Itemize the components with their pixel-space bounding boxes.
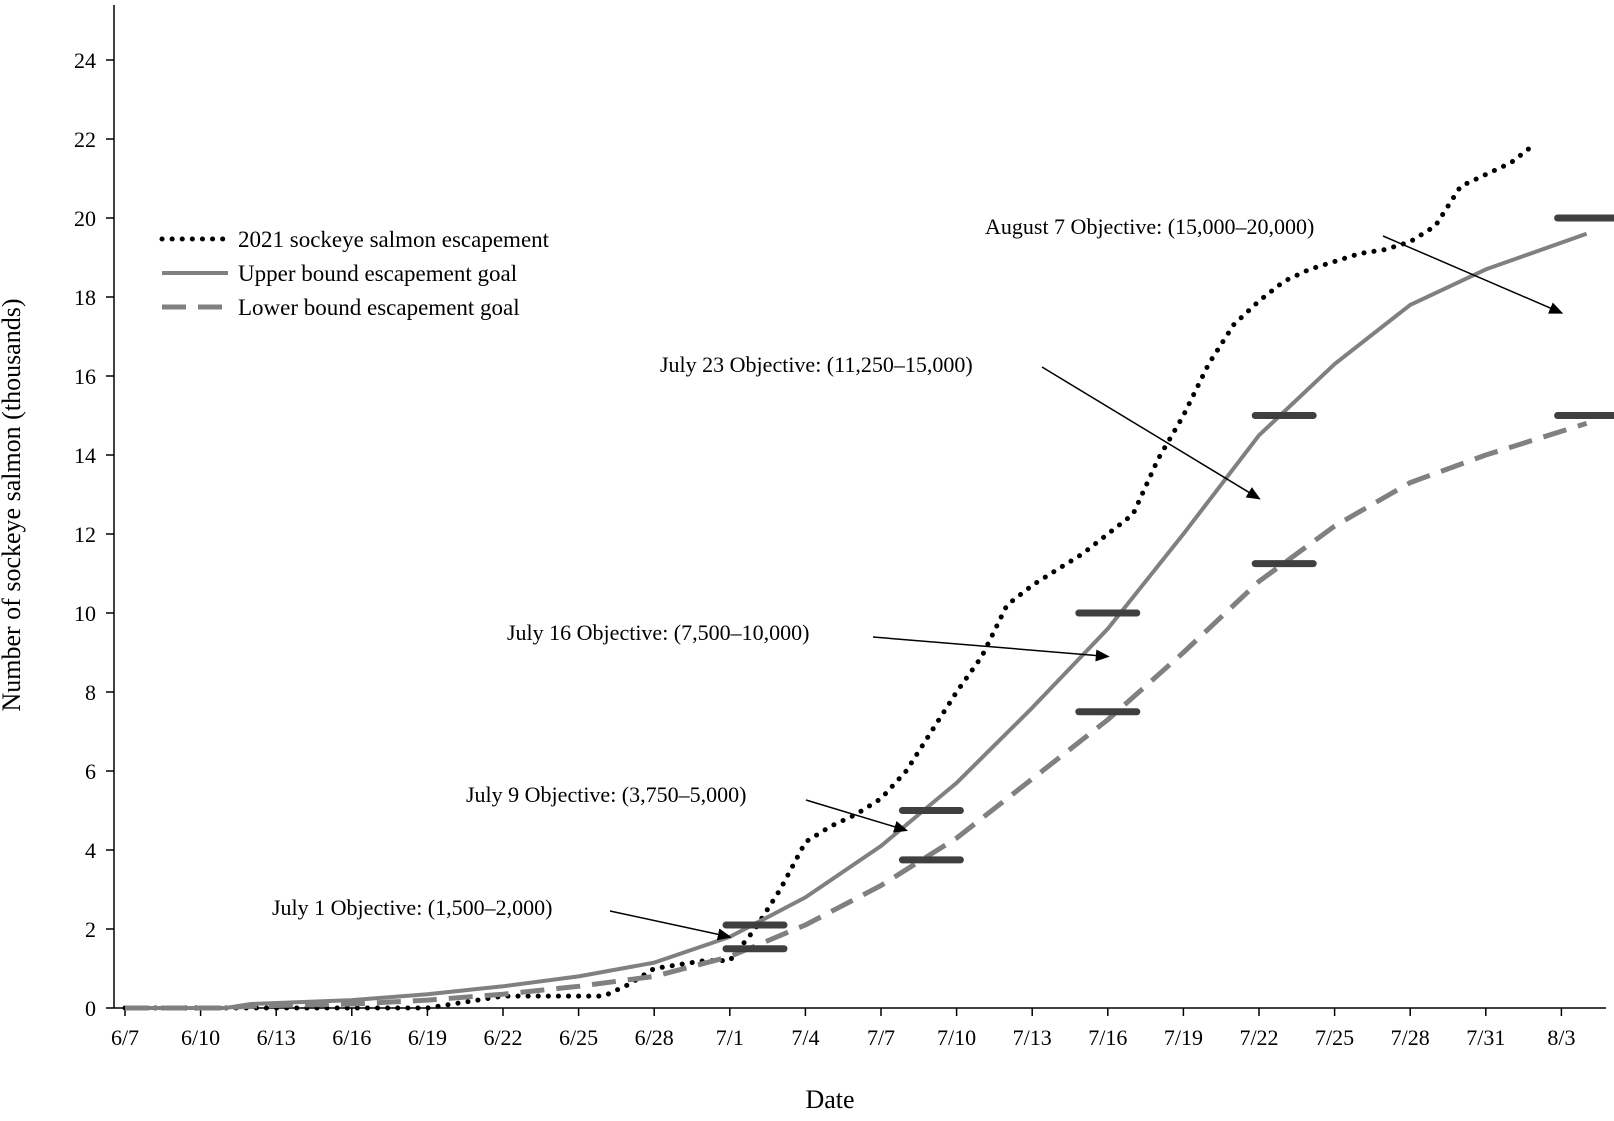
y-tick-label: 10	[74, 601, 96, 626]
x-tick-label: 7/31	[1466, 1025, 1505, 1050]
annotation-july-9-arrow	[805, 799, 909, 833]
x-tick-label: 6/28	[635, 1025, 674, 1050]
series-escapement-line	[122, 140, 1539, 1011]
x-tick-label: 7/1	[716, 1025, 744, 1050]
annotation-august-7-label: August 7 Objective: (15,000–20,000)	[985, 214, 1314, 239]
plot-axes	[113, 5, 1606, 1009]
y-tick-label: 8	[85, 680, 96, 705]
y-axis-title: Number of sockeye salmon (thousands)	[0, 298, 26, 711]
annotation-august-7-arrow	[1382, 235, 1564, 314]
y-tick-label: 22	[74, 127, 96, 152]
x-tick-label: 6/19	[408, 1025, 447, 1050]
annotation-july-23-arrow	[1041, 366, 1261, 500]
y-tick-label: 14	[74, 443, 96, 468]
x-tick-label: 6/13	[257, 1025, 296, 1050]
x-tick-label: 7/7	[867, 1025, 895, 1050]
y-tick-label: 4	[85, 838, 96, 863]
y-tick-label: 24	[74, 48, 96, 73]
x-tick-label: 7/4	[791, 1025, 819, 1050]
annotation-july-23-label: July 23 Objective: (11,250–15,000)	[660, 352, 973, 377]
y-tick-label: 16	[74, 364, 96, 389]
x-tick-label: 6/7	[111, 1025, 139, 1050]
x-tick-label: 6/22	[483, 1025, 522, 1050]
y-tick-label: 12	[74, 522, 96, 547]
annotation-july-1-arrow	[609, 910, 732, 941]
x-tick-label: 6/25	[559, 1025, 598, 1050]
x-tick-label: 7/25	[1315, 1025, 1354, 1050]
x-tick-label: 8/3	[1547, 1025, 1575, 1050]
legend-label-upper-bound: Upper bound escapement goal	[238, 261, 517, 286]
x-tick-label: 6/10	[181, 1025, 220, 1050]
annotation-july-16-arrow	[872, 636, 1110, 662]
legend: 2021 sockeye salmon escapement Upper bou…	[159, 227, 550, 320]
objective-markers	[722, 214, 1614, 953]
x-tick-label: 7/19	[1164, 1025, 1203, 1050]
x-tick-label: 7/10	[937, 1025, 976, 1050]
y-tick-label: 20	[74, 206, 96, 231]
annotation-july-1-label: July 1 Objective: (1,500–2,000)	[272, 895, 552, 920]
x-tick-label: 7/22	[1239, 1025, 1278, 1050]
x-axis-ticks: 6/7 6/10 6/13 6/16 6/19 6/22 6/25 6/28 7/1 7/4 7/7…	[111, 1008, 1575, 1050]
x-tick-label: 7/16	[1088, 1025, 1127, 1050]
x-axis-title: Date	[805, 1085, 854, 1114]
y-tick-label: 2	[85, 917, 96, 942]
y-tick-label: 18	[74, 285, 96, 310]
x-tick-label: 7/13	[1013, 1025, 1052, 1050]
objective-annotations: July 1 Objective: (1,500–2,000) July 9 Ob…	[272, 214, 1564, 941]
series-upper-bound-line	[125, 231, 1588, 1010]
legend-label-escapement: 2021 sockeye salmon escapement	[238, 227, 550, 252]
annotation-july-16-label: July 16 Objective: (7,500–10,000)	[507, 620, 809, 645]
y-tick-label: 0	[85, 996, 96, 1021]
y-tick-label: 6	[85, 759, 96, 784]
series-layer	[122, 140, 1588, 1011]
x-tick-label: 6/16	[332, 1025, 371, 1050]
legend-label-lower-bound: Lower bound escapement goal	[238, 295, 520, 320]
x-tick-label: 7/28	[1391, 1025, 1430, 1050]
annotation-july-9-label: July 9 Objective: (3,750–5,000)	[466, 782, 746, 807]
series-lower-bound-line	[125, 421, 1588, 1011]
